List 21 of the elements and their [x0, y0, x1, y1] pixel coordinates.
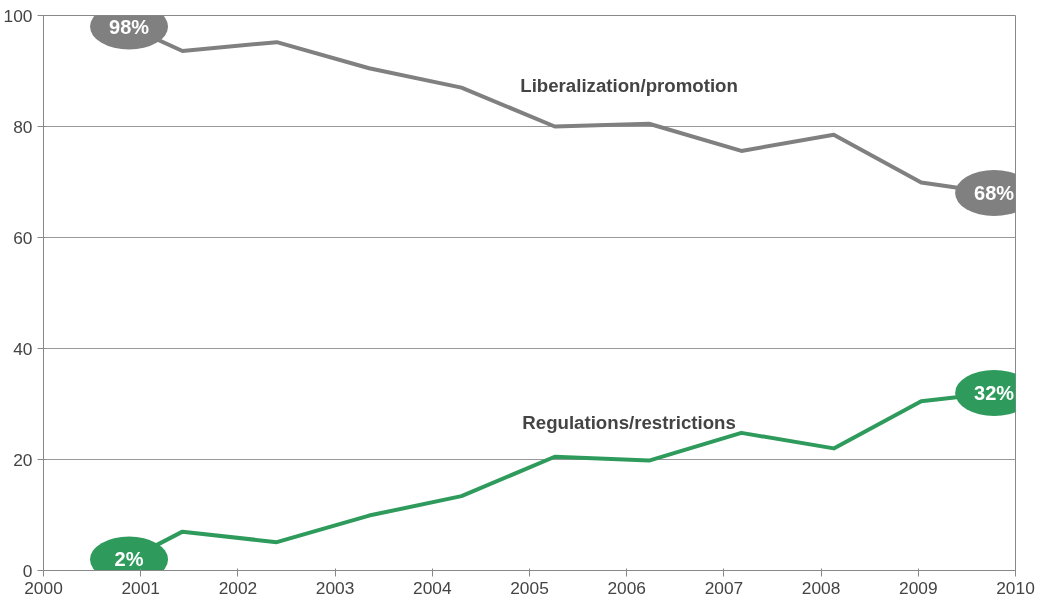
y-tick-label: 100 [3, 5, 33, 26]
x-tick-label: 2001 [121, 577, 160, 598]
x-tick-label: 2010 [996, 577, 1035, 598]
x-tick-label: 2003 [315, 577, 355, 598]
x-tick-label: 2007 [704, 577, 744, 598]
series-label: Regulations/restrictions [522, 411, 736, 433]
x-tick-label: 2008 [801, 577, 841, 598]
y-tick-label: 80 [13, 116, 33, 137]
x-tick-label: 2002 [218, 577, 258, 598]
data-label: 68% [974, 182, 1015, 205]
y-tick-label: 20 [13, 449, 33, 470]
data-label: 98% [109, 15, 150, 38]
y-tick-label: 40 [13, 338, 33, 359]
series-label: Liberalization/promotion [520, 74, 738, 96]
x-tick-label: 2004 [413, 577, 452, 598]
data-label: 2% [114, 548, 144, 571]
x-tick-label: 2006 [607, 577, 646, 598]
y-tick-label: 60 [13, 227, 33, 248]
x-tick-label: 2009 [899, 577, 938, 598]
x-tick-label: 2005 [510, 577, 549, 598]
data-label: 32% [974, 381, 1015, 404]
